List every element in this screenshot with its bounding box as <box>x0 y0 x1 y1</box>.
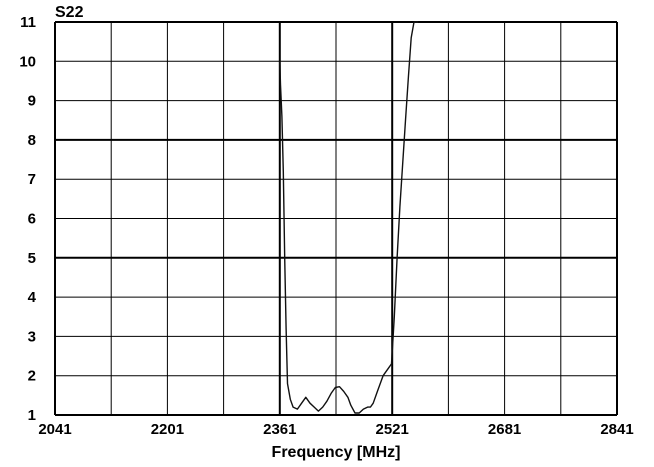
x-tick-label: 2201 <box>151 421 184 438</box>
tick-labels: 2041 2201 2361 2521 2681 2841 1 2 3 4 5 6 7 8 9 10 11 <box>19 14 633 438</box>
x-axis-label: Frequency [MHz] <box>272 444 401 461</box>
y-tick-label: 10 <box>19 53 36 70</box>
chart-title: S22 <box>55 4 84 21</box>
y-tick-label: 11 <box>20 14 36 31</box>
x-tick-label: 2041 <box>38 421 71 438</box>
y-tick-label: 8 <box>28 132 36 149</box>
grid <box>54 21 618 416</box>
y-tick-label: 1 <box>28 407 36 424</box>
y-tick-label: 3 <box>28 328 36 345</box>
x-tick-label: 2521 <box>376 421 409 438</box>
s22-trace <box>279 21 419 414</box>
y-tick-label: 2 <box>28 368 36 385</box>
y-tick-label: 9 <box>28 93 36 110</box>
y-tick-label: 4 <box>28 289 37 306</box>
y-tick-label: 7 <box>28 171 36 188</box>
x-tick-label: 2841 <box>600 421 633 438</box>
y-tick-label: 6 <box>28 211 36 228</box>
x-tick-label: 2361 <box>263 421 296 438</box>
series-layer <box>279 21 419 414</box>
y-tick-label: 5 <box>28 250 36 267</box>
x-tick-label: 2681 <box>488 421 521 438</box>
